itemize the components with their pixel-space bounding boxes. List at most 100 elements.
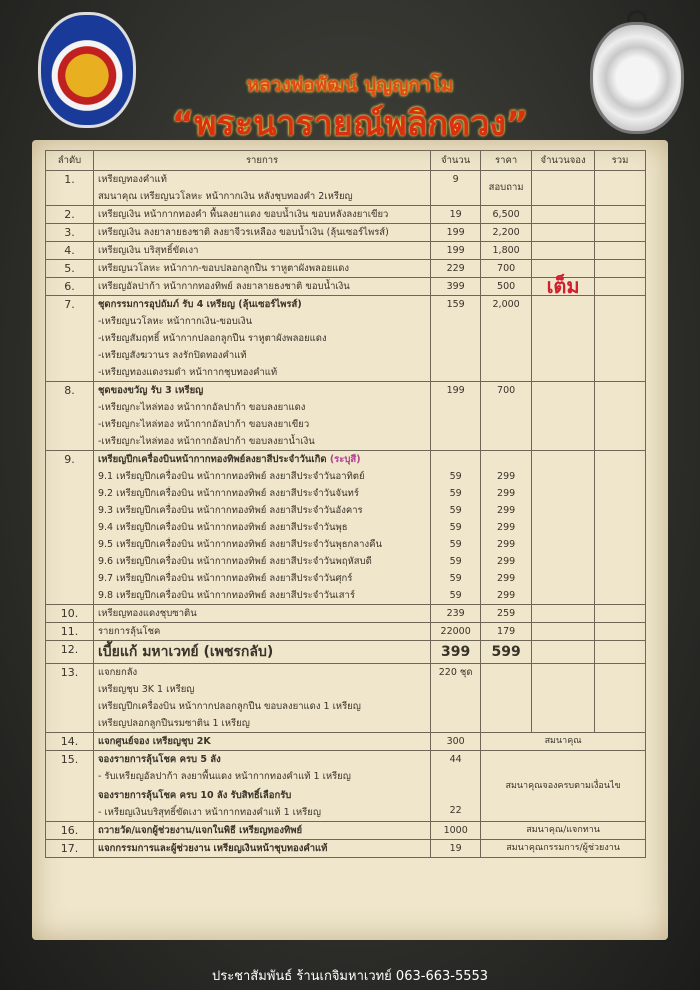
row-total bbox=[594, 381, 646, 451]
qty-value: 159 bbox=[446, 299, 465, 310]
qty-value: 22000 bbox=[440, 626, 471, 637]
col-qty: จำนวน bbox=[430, 150, 482, 171]
col-price: ราคา bbox=[480, 150, 533, 171]
sub-item-label: 9.7 เหรียญปีกเครื่องบิน หน้ากากทองทิพย์ … bbox=[97, 573, 353, 584]
sub-qty: 59 bbox=[449, 505, 462, 516]
row-item: เหรียญนวโลหะ หน้ากาก-ขอบปลอกลูกปืน ราหูต… bbox=[92, 259, 432, 278]
row-price: 2,200 bbox=[480, 223, 533, 242]
sub-qty: 59 bbox=[449, 522, 462, 533]
row-booking bbox=[531, 622, 596, 641]
row-number: 11. bbox=[45, 622, 94, 641]
row-qty: 399 bbox=[430, 277, 482, 296]
row-number: 14. bbox=[45, 732, 94, 751]
item-line: จองรายการลุ้นโชค ครบ 5 ลัง bbox=[97, 754, 221, 765]
item-line: แจกกรรมการและผู้ช่วยงาน เหรียญเงินหน้าชุ… bbox=[97, 843, 328, 854]
price-value: 2,000 bbox=[492, 299, 520, 310]
row-booking bbox=[531, 295, 596, 382]
row-booking bbox=[531, 450, 596, 605]
qty-value: 199 bbox=[446, 385, 465, 396]
row-number: 4. bbox=[45, 241, 94, 260]
table-row: 11. รายการลุ้นโชค 22000 179 bbox=[45, 622, 646, 641]
color-note: (ระบุสี) bbox=[329, 454, 361, 465]
sub-qty: 59 bbox=[449, 590, 462, 601]
sub-price: 299 bbox=[497, 539, 516, 550]
qty-value: 1000 bbox=[443, 825, 468, 836]
row-item: เหรียญเงิน บริสุทธิ์ขัดเงา bbox=[92, 241, 432, 260]
row-item: เหรียญเงิน หน้ากากทองคำ พื้นลงยาแดง ขอบน… bbox=[92, 205, 432, 224]
qty-value: 19 bbox=[449, 843, 462, 854]
sub-qty: 59 bbox=[449, 556, 462, 567]
table-row: 7. ชุดกรรมการอุปถัมภ์ รับ 4 เหรียญ (ลุ้นเ… bbox=[45, 295, 646, 382]
row-number: 8. bbox=[45, 381, 94, 451]
sub-price: 299 bbox=[497, 471, 516, 482]
row-item: แจกศูนย์จอง เหรียญชุบ 2K bbox=[92, 732, 432, 751]
row-number: 3. bbox=[45, 223, 94, 242]
row-total bbox=[594, 295, 646, 382]
row-qty: 199 bbox=[430, 381, 482, 451]
item-line: -เหรียญกะไหล่ทอง หน้ากากอัลปาก้า ขอบลงยา… bbox=[97, 402, 306, 413]
sub-item-label: 9.3 เหรียญปีกเครื่องบิน หน้ากากทองทิพย์ … bbox=[97, 505, 363, 516]
table-row: 8. ชุดของขวัญ รับ 3 เหรียญ -เหรียญกะไหล่ทอ… bbox=[45, 381, 646, 451]
sub-item-label: 9.2 เหรียญปีกเครื่องบิน หน้ากากทองทิพย์ … bbox=[97, 488, 359, 499]
row-qty: 300 bbox=[430, 732, 482, 751]
qty-value: 239 bbox=[446, 608, 465, 619]
row-qty: 19 bbox=[430, 839, 482, 858]
row-total bbox=[594, 205, 646, 224]
price-value: 700 bbox=[497, 385, 516, 396]
row-item: ถวายวัด/แจกผู้ช่วยงาน/แจกในพิธี เหรียญทอ… bbox=[92, 821, 432, 840]
sub-item-label: 9.4 เหรียญปีกเครื่องบิน หน้ากากทองทิพย์ … bbox=[97, 522, 348, 533]
spacer bbox=[435, 768, 476, 802]
col-total: รวม bbox=[594, 150, 646, 171]
item-line: จองรายการลุ้นโชค ครบ 10 ลัง รับสิทธิ์เลื… bbox=[97, 790, 292, 801]
amulet-image-right bbox=[590, 22, 684, 134]
item-line: เหรียญปีกเครื่องบิน หน้ากากปลอกลูกปืน ขอ… bbox=[97, 701, 361, 712]
row-price: 259 bbox=[480, 604, 533, 623]
row-qty: 229 bbox=[430, 259, 482, 278]
table-row: 14. แจกศูนย์จอง เหรียญชุบ 2K 300 สมนาคุณ bbox=[45, 732, 646, 751]
row-note: สมนาคุณกรรมการ/ผู้ช่วยงาน bbox=[480, 839, 646, 858]
sub-qty: 59 bbox=[449, 539, 462, 550]
price-value: 1,800 bbox=[492, 245, 520, 256]
row-total bbox=[594, 663, 646, 733]
item-line: - รับเหรียญอัลปาก้า ลงยาพื้นแดง หน้ากากท… bbox=[97, 771, 351, 782]
row-booking bbox=[531, 663, 596, 733]
row-price: 179 bbox=[480, 622, 533, 641]
row-total bbox=[594, 277, 646, 296]
sub-price: 299 bbox=[497, 522, 516, 533]
item-line: แจกยกลัง bbox=[97, 667, 138, 678]
table-row: 9. เหรียญปีกเครื่องบินหน้ากากทองทิพย์ลงยา… bbox=[45, 450, 646, 605]
temple-logo-left bbox=[38, 12, 136, 128]
col-booking: จำนวนจอง bbox=[531, 150, 596, 171]
table-row: 4. เหรียญเงิน บริสุทธิ์ขัดเงา 199 1,800 bbox=[45, 241, 646, 260]
row-total bbox=[594, 622, 646, 641]
footer-contact: ประชาสัมพันธ์ ร้านเกจิมหาเวทย์ 063-663-5… bbox=[211, 969, 489, 984]
row-qty: 22000 bbox=[430, 622, 482, 641]
row-price: 700 bbox=[480, 381, 533, 451]
item-line: เหรียญนวโลหะ หน้ากาก-ขอบปลอกลูกปืน ราหูต… bbox=[97, 263, 350, 274]
row-item: เหรียญทองคำแท้ สมนาคุณ เหรียญนวโลหะ หน้าก… bbox=[92, 170, 432, 206]
row-item: เหรียญทองแดงชุบซาติน bbox=[92, 604, 432, 623]
row-total bbox=[594, 450, 646, 605]
qty-value: 44 bbox=[449, 754, 462, 765]
row-total bbox=[594, 241, 646, 260]
row-item: เหรียญปีกเครื่องบินหน้ากากทองทิพย์ลงยาสี… bbox=[92, 450, 432, 605]
item-line: ชุดกรรมการอุปถัมภ์ รับ 4 เหรียญ (ลุ้นเซอ… bbox=[97, 299, 302, 310]
row-price: สอบถาม bbox=[480, 170, 533, 206]
row-item: รายการลุ้นโชค bbox=[92, 622, 432, 641]
table-row: 16. ถวายวัด/แจกผู้ช่วยงาน/แจกในพิธี เหรีย… bbox=[45, 821, 646, 840]
row-number: 6. bbox=[45, 277, 94, 296]
sub-item-label: 9.1 เหรียญปีกเครื่องบิน หน้ากากทองทิพย์ … bbox=[97, 471, 365, 482]
qty-value: 9 bbox=[452, 174, 459, 185]
row-price: 700 bbox=[480, 259, 533, 278]
sub-spacer bbox=[435, 451, 476, 468]
table-row: 2. เหรียญเงิน หน้ากากทองคำ พื้นลงยาแดง ขอ… bbox=[45, 205, 646, 224]
row-item: ชุดกรรมการอุปถัมภ์ รับ 4 เหรียญ (ลุ้นเซอ… bbox=[92, 295, 432, 382]
sub-item-label: 9.6 เหรียญปีกเครื่องบิน หน้ากากทองทิพย์ … bbox=[97, 556, 372, 567]
row-note: สมนาคุณจองครบตามเงื่อนไข bbox=[480, 750, 646, 822]
col-no: ลำดับ bbox=[45, 150, 94, 171]
row-booking bbox=[531, 223, 596, 242]
row-number: 7. bbox=[45, 295, 94, 382]
row-number: 13. bbox=[45, 663, 94, 733]
price-value: 259 bbox=[497, 608, 516, 619]
table-row: 1. เหรียญทองคำแท้ สมนาคุณ เหรียญนวโลหะ หน้… bbox=[45, 170, 646, 206]
